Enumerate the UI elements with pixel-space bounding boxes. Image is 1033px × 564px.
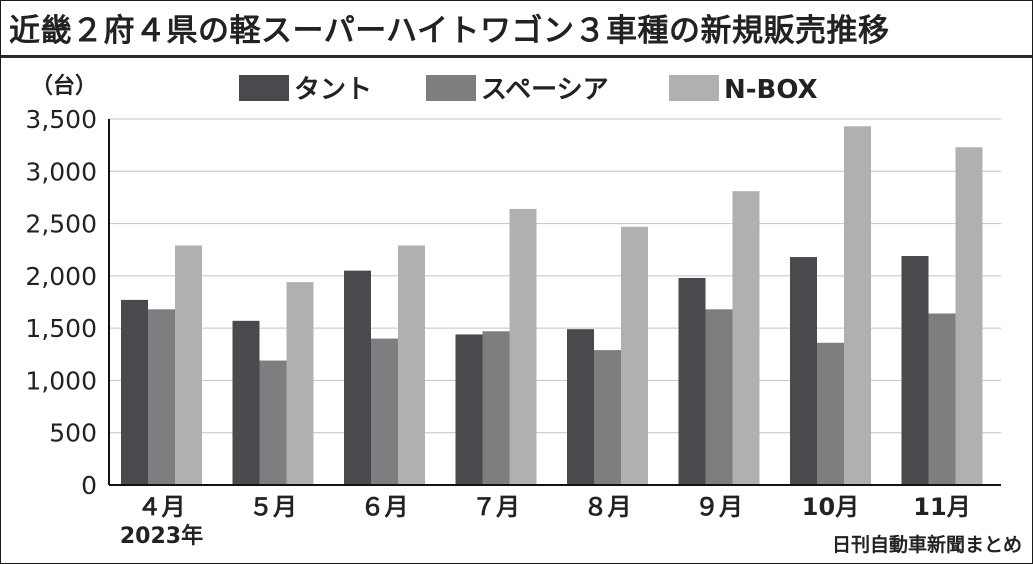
bar-タント [901,255,929,485]
bar-タント [455,334,483,485]
bar-N-BOX [398,245,425,485]
chart-title: 近畿２府４県の軽スーパーハイトワゴン３車種の新規販売推移 [9,13,890,49]
y-tick-label: 500 [49,419,97,448]
legend-label: スペーシア [481,75,609,105]
bar-スペーシア [259,360,287,485]
y-tick-label: 1,000 [25,366,97,395]
bar-スペーシア [482,331,510,485]
legend-label: タント [294,75,372,105]
bar-タント [790,257,817,485]
y-tick-label: 2,500 [25,210,97,239]
bar-N-BOX [844,126,871,485]
bar-スペーシア [371,338,398,485]
x-tick-sublabel: 2023年 [120,523,203,549]
bar-スペーシア [148,309,175,485]
x-tick-label: ８月 [584,493,632,521]
legend-swatch [669,75,719,101]
bar-N-BOX [955,147,983,485]
bar-N-BOX [732,191,760,485]
x-tick-label: ６月 [361,493,409,521]
bar-スペーシア [817,342,844,485]
y-tick-label: 1,500 [25,314,97,343]
y-axis-label: （台） [31,73,97,99]
bar-タント [678,277,706,485]
bar-タント [567,329,594,485]
bar-スペーシア [705,309,733,485]
x-tick-label: ４月 [138,493,186,521]
x-tick-label: ９月 [695,493,743,521]
legend-swatch [426,75,476,101]
x-tick-label: 10月 [802,493,859,521]
y-tick-label: 3,000 [25,157,97,186]
bar-タント [232,320,260,485]
y-tick-label: 3,500 [25,105,97,134]
legend-swatch [239,75,289,101]
x-tick-label: ５月 [249,493,297,521]
x-tick-label: ７月 [472,493,520,521]
bar-N-BOX [286,282,314,485]
title-divider [1,55,1032,58]
y-tick-label: 0 [81,471,97,500]
y-tick-label: 2,000 [25,262,97,291]
x-tick-label: 11月 [913,493,970,521]
bar-スペーシア [928,313,956,485]
bar-N-BOX [621,226,648,486]
bar-スペーシア [594,350,621,485]
bar-N-BOX [175,245,202,485]
bar-タント [344,270,371,485]
bar-N-BOX [509,208,537,485]
legend-label: N-BOX [724,75,818,105]
bar-タント [121,299,148,485]
source-credit: 日刊自動車新聞まとめ [831,534,1022,556]
